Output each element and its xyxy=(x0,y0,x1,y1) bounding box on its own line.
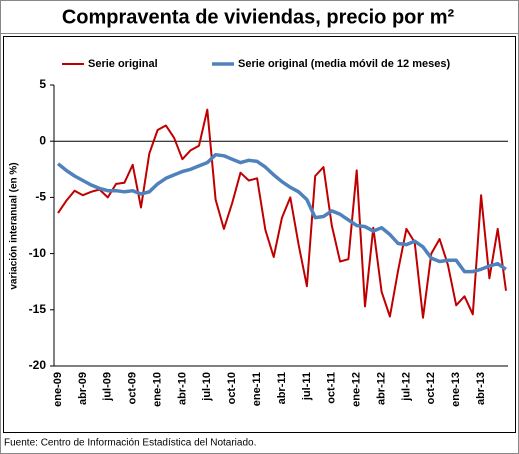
y-tick-label: 5 xyxy=(39,77,46,91)
y-tick-label: -20 xyxy=(29,358,47,372)
x-tick-label: jul-10 xyxy=(201,372,213,402)
chart-title: Compraventa de viviendas, precio por m² xyxy=(62,6,455,28)
x-tick-label: oct-09 xyxy=(127,372,139,404)
x-tick-label: ene-10 xyxy=(151,372,163,407)
x-tick-label: jul-11 xyxy=(301,372,313,401)
legend-label: Serie original xyxy=(88,58,158,70)
x-tick-label: jul-12 xyxy=(400,372,412,402)
x-tick-label: abr-13 xyxy=(475,372,487,405)
y-tick-label: 0 xyxy=(39,133,46,147)
x-tick-label: abr-10 xyxy=(176,372,188,405)
x-tick-label: ene-12 xyxy=(351,372,363,407)
x-tick-label: oct-10 xyxy=(226,372,238,404)
series-line xyxy=(57,108,507,319)
legend-label: Serie original (media móvil de 12 meses) xyxy=(238,58,450,70)
x-tick-label: ene-11 xyxy=(251,372,263,406)
title-frame xyxy=(0,0,519,34)
plot-frame xyxy=(3,36,516,433)
y-tick-label: -5 xyxy=(35,190,46,204)
source: Fuente: Centro de Información Estadístic… xyxy=(4,438,256,449)
series-line xyxy=(56,152,507,274)
x-tick-label: jul-09 xyxy=(102,372,114,402)
x-tick-label: oct-11 xyxy=(326,372,338,404)
y-tick-label: -15 xyxy=(29,302,47,316)
x-tick-label: ene-13 xyxy=(450,372,462,407)
x-tick-label: abr-09 xyxy=(77,372,89,405)
x-tick-label: abr-11 xyxy=(276,372,288,404)
y-axis-label: variación interanual (en %) xyxy=(9,162,20,289)
x-tick-label: oct-12 xyxy=(425,372,437,404)
x-tick-label: abr-12 xyxy=(375,372,387,405)
x-tick-label: ene-09 xyxy=(52,372,64,407)
y-tick-label: -10 xyxy=(29,246,47,260)
